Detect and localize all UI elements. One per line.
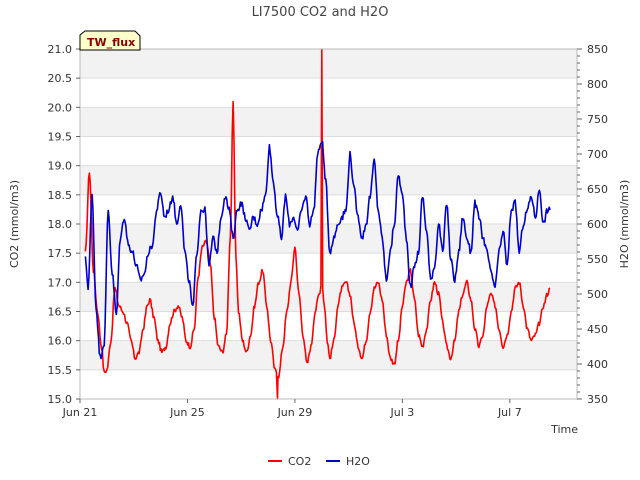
grid-band [80,282,577,312]
grid-band [80,78,577,108]
y-right-tick-label: 700 [587,148,608,161]
series-line-h2o [84,140,551,360]
x-tick-label: Jul 3 [389,406,414,419]
x-axis-label: Time [550,423,578,436]
y-right-tick-label: 450 [587,323,608,336]
grid-band [80,369,577,399]
series-layer [84,48,551,400]
y-left-tick-label: 15.0 [48,393,73,406]
y-left-tick-label: 19.0 [48,160,73,173]
x-tick-label: Jun 29 [277,406,313,419]
background-bands [80,49,577,399]
x-tick-label: Jun 21 [62,406,98,419]
grid-band [80,253,577,283]
y-left-tick-label: 17.5 [48,247,73,260]
y-left-tick-label: 16.5 [48,306,73,319]
site-badge-shape [79,30,141,51]
y-right-tick-label: 350 [587,393,608,406]
grid-band [80,136,577,166]
y-left-tick-label: 18.0 [48,218,73,231]
series-line-co2 [84,48,551,400]
y-left-tick-label: 16.0 [48,335,73,348]
grid-band [80,311,577,341]
y-right-tick-label: 600 [587,218,608,231]
y-left-tick-label: 18.5 [48,189,73,202]
legend-label-co2: CO2 [288,455,311,468]
y-right-tick-label: 750 [587,113,608,126]
legend-item-co2: CO2 [268,455,311,468]
legend: CO2 H2O [268,455,370,468]
y-right-tick-label: 800 [587,78,608,91]
y-axis-right-label: H2O (mmol/m3) [618,180,631,269]
grid-band [80,165,577,195]
legend-item-h2o: H2O [326,455,370,468]
y-left-tick-label: 21.0 [48,43,73,56]
chart-title: LI7500 CO2 and H2O [252,5,389,20]
y-right-tick-label: 650 [587,183,608,196]
x-axis-ticks: Jun 21 Jun 25 Jun 29 Jul 3 Jul 7 [62,399,522,419]
x-tick-label: Jun 25 [169,406,205,419]
y-left-tick-label: 19.5 [48,131,73,144]
y-left-tick-label: 20.0 [48,101,73,114]
y-right-tick-label: 550 [587,253,608,266]
site-badge-label: TW_flux [87,36,135,49]
legend-label-h2o: H2O [346,455,370,468]
y-axis-left-label: CO2 (mmol/m3) [8,180,21,268]
site-badge: TW_flux [79,30,141,51]
y-right-tick-label: 500 [587,288,608,301]
y-right-tick-label: 400 [587,358,608,371]
grid-band [80,107,577,137]
y-left-tick-label: 20.5 [48,72,73,85]
y-axis-right-ticks: 350 400 450 500 550 600 650 700 750 800 850 [577,43,608,406]
x-tick-label: Jul 7 [497,406,522,419]
y-left-tick-label: 17.0 [48,276,73,289]
grid-band [80,49,577,79]
y-left-tick-label: 15.5 [48,364,73,377]
y-right-tick-label: 850 [587,43,608,56]
y-axis-left-ticks: 15.0 15.5 16.0 16.5 17.0 17.5 18.0 18.5 19.0 19.5… [48,43,80,406]
